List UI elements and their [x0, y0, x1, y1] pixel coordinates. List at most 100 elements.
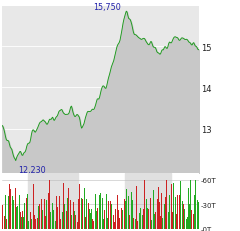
Bar [161, 194, 162, 229]
Bar [64, 204, 65, 229]
Bar [82, 199, 83, 229]
Bar [122, 210, 123, 229]
Bar [190, 180, 191, 229]
Bar [111, 204, 112, 229]
Bar [71, 215, 72, 229]
Bar [130, 220, 131, 229]
Bar [26, 198, 27, 229]
Bar [128, 196, 129, 229]
Bar [179, 195, 180, 229]
Bar [91, 209, 92, 229]
Bar [42, 210, 43, 229]
Bar [2, 205, 3, 229]
Bar [107, 218, 108, 229]
Bar [129, 215, 130, 229]
Bar [109, 204, 110, 229]
Bar [80, 213, 81, 229]
Bar [158, 188, 159, 229]
Bar [146, 199, 147, 229]
Bar [35, 219, 36, 229]
Bar [68, 188, 69, 229]
Bar [198, 202, 199, 229]
Bar [106, 194, 107, 229]
Bar [169, 195, 170, 229]
Bar [127, 217, 128, 229]
Bar [84, 188, 85, 229]
Bar [99, 195, 100, 229]
Bar [38, 206, 39, 229]
Bar [34, 215, 35, 229]
Bar [164, 204, 165, 229]
Bar [62, 212, 63, 229]
Bar [77, 222, 78, 229]
Bar [125, 201, 126, 229]
Bar [124, 199, 125, 229]
Bar [118, 210, 119, 229]
Bar [55, 221, 56, 229]
Bar [139, 213, 140, 229]
Bar [197, 200, 198, 229]
Bar [153, 191, 154, 229]
Bar [78, 199, 79, 229]
Bar [133, 218, 134, 229]
Bar [117, 196, 118, 229]
Bar [121, 208, 122, 229]
Bar [176, 214, 177, 229]
Bar [194, 195, 195, 229]
Bar [17, 206, 18, 229]
Bar [27, 194, 28, 229]
Bar [52, 203, 53, 229]
Bar [162, 218, 163, 229]
Bar [83, 193, 84, 229]
Bar [191, 210, 192, 229]
Bar [24, 203, 25, 229]
Bar [10, 190, 11, 229]
Bar [21, 217, 22, 229]
Bar [53, 210, 54, 229]
Bar [13, 201, 14, 229]
Bar [31, 219, 32, 229]
Bar [119, 219, 120, 229]
Bar [114, 222, 115, 229]
Bar [147, 208, 148, 229]
Bar [12, 196, 13, 229]
Bar [180, 181, 181, 229]
Bar [171, 184, 172, 229]
Bar [101, 217, 102, 229]
Bar [92, 219, 93, 229]
Bar [115, 210, 116, 229]
Bar [57, 207, 58, 229]
Bar [37, 219, 38, 229]
Bar [19, 195, 20, 229]
Bar [75, 215, 76, 229]
Bar [138, 221, 139, 229]
Bar [93, 221, 94, 229]
Bar [112, 213, 113, 229]
Bar [28, 221, 29, 229]
Bar [154, 215, 155, 229]
Bar [195, 180, 196, 229]
Bar [137, 221, 138, 229]
Bar [136, 186, 137, 229]
Bar [60, 219, 61, 229]
Bar [70, 200, 71, 229]
Bar [186, 219, 187, 229]
Bar [151, 220, 152, 229]
Bar [59, 196, 60, 229]
Bar [15, 188, 16, 229]
Bar [9, 185, 10, 229]
Bar [140, 208, 141, 229]
Bar [104, 210, 105, 229]
Bar [148, 209, 149, 229]
Bar [74, 211, 75, 229]
Bar [144, 180, 145, 229]
Bar [172, 212, 173, 229]
Bar [155, 212, 156, 229]
Bar [28, 173, 78, 229]
Bar [33, 184, 34, 229]
Bar [45, 216, 46, 229]
Bar [89, 210, 90, 229]
Bar [44, 199, 45, 229]
Bar [183, 204, 184, 229]
Bar [132, 200, 133, 229]
